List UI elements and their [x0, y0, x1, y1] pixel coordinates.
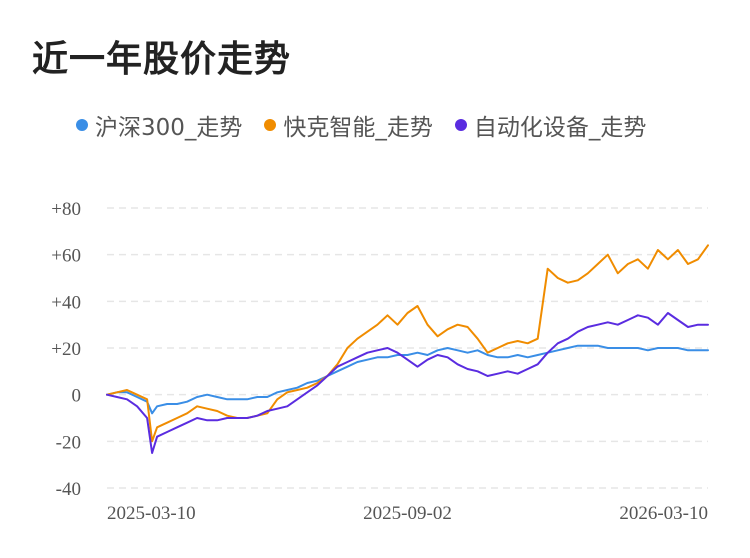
- y-tick-label: +80: [51, 199, 81, 220]
- x-tick-label: 2025-09-02: [363, 503, 452, 524]
- legend-item-kuaike[interactable]: 快克智能_走势: [264, 108, 433, 142]
- y-tick-label: +60: [51, 246, 81, 267]
- x-tick-label: 2025-03-10: [107, 503, 196, 524]
- legend-label-kuaike: 快克智能_走势: [283, 115, 433, 141]
- series-line-2: [106, 244, 709, 443]
- x-tick-label: 2026-03-10: [619, 503, 708, 524]
- legend-item-automation[interactable]: 自动化设备_走势: [454, 108, 647, 142]
- legend-item-hs300[interactable]: 沪深300_走势: [76, 108, 242, 142]
- y-tick-label: +40: [51, 292, 81, 313]
- legend-dot-kuaike: [264, 119, 277, 131]
- y-tick-label: 0: [72, 386, 82, 407]
- y-tick-label: +20: [51, 339, 81, 360]
- y-tick-label: -20: [56, 432, 81, 453]
- legend-dot-automation: [454, 119, 467, 131]
- legend: 沪深300_走势 快克智能_走势 自动化设备_走势: [76, 108, 668, 142]
- series-line-1: [106, 344, 709, 415]
- legend-dot-hs300: [76, 119, 88, 131]
- legend-label-hs300: 沪深300_走势: [95, 115, 243, 141]
- chart-title: 近一年股价走势: [32, 39, 292, 80]
- series-line-3: [106, 312, 709, 454]
- y-tick-label: -40: [56, 479, 81, 500]
- legend-label-automation: 自动化设备_走势: [473, 115, 647, 141]
